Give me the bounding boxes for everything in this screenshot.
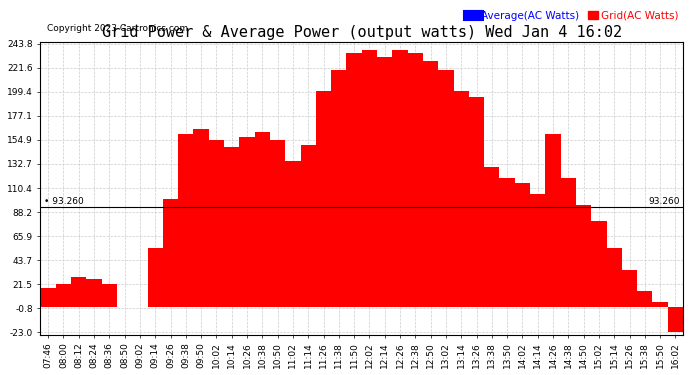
- Text: 93.260: 93.260: [649, 196, 680, 206]
- Text: • 93.260: • 93.260: [43, 196, 83, 206]
- Legend: Average(AC Watts), Grid(AC Watts): Average(AC Watts), Grid(AC Watts): [464, 6, 683, 25]
- Title: Grid Power & Average Power (output watts) Wed Jan 4 16:02: Grid Power & Average Power (output watts…: [101, 26, 622, 40]
- Text: Copyright 2023 Cartronics.com: Copyright 2023 Cartronics.com: [47, 24, 188, 33]
